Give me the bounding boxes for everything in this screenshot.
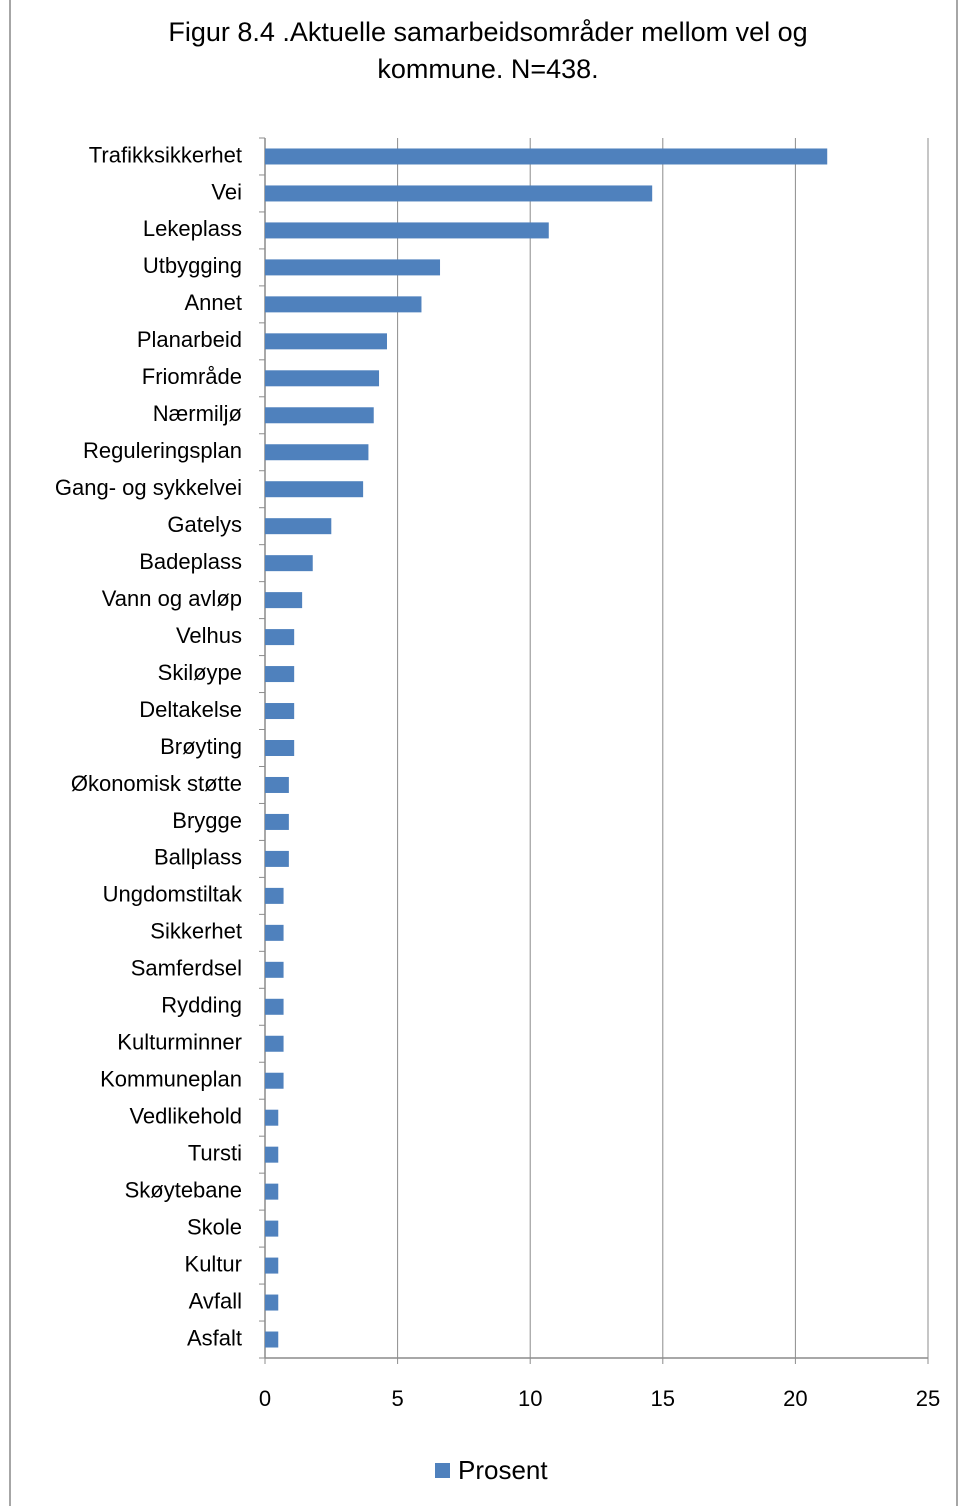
y-tick-label: Vei <box>211 179 242 204</box>
bar <box>265 629 295 646</box>
y-tick-label: Annet <box>185 290 243 315</box>
y-tick-label: Økonomisk støtte <box>71 771 242 796</box>
y-tick-label: Velhus <box>176 623 242 648</box>
bar <box>265 333 387 350</box>
bar <box>265 740 295 756</box>
y-tick-label: Ungdomstiltak <box>103 882 243 907</box>
y-tick-label: Asfalt <box>187 1325 242 1350</box>
y-tick-label: Planarbeid <box>137 327 242 352</box>
x-tick-label: 10 <box>518 1386 542 1411</box>
y-tick-label: Badeplass <box>139 549 242 574</box>
y-tick-label: Vann og avløp <box>102 586 242 611</box>
bar <box>265 444 369 461</box>
y-tick-label: Deltakelse <box>139 697 242 722</box>
bar <box>265 703 295 720</box>
bar <box>265 850 289 867</box>
y-tick-label: Gatelys <box>167 512 242 537</box>
y-tick-label: Friområde <box>142 364 242 389</box>
y-tick-label: Nærmiljø <box>153 401 242 426</box>
y-tick-label: Ballplass <box>154 845 242 870</box>
bar <box>265 370 380 387</box>
bar <box>265 776 289 793</box>
bar <box>265 148 828 165</box>
y-tick-label: Skole <box>187 1214 242 1239</box>
y-tick-label: Avfall <box>189 1288 242 1313</box>
y-tick-label: Gang- og sykkelvei <box>55 475 242 500</box>
bar <box>265 1109 279 1126</box>
bar <box>265 1220 279 1237</box>
y-tick-label: Samferdsel <box>131 956 242 981</box>
bar <box>265 1257 279 1274</box>
y-tick-label: Kulturminner <box>117 1030 242 1055</box>
y-tick-label: Skøytebane <box>125 1177 242 1202</box>
bar <box>265 222 549 239</box>
legend-swatch <box>435 1463 450 1478</box>
y-tick-label: Vedlikehold <box>129 1104 242 1129</box>
bar <box>265 887 284 904</box>
y-tick-label: Sikkerhet <box>150 919 242 944</box>
bar <box>265 1035 284 1052</box>
y-tick-label: Skiløype <box>158 660 242 685</box>
bar <box>265 666 295 683</box>
bar <box>265 998 284 1015</box>
bar <box>265 185 653 202</box>
y-tick-label: Brøyting <box>160 734 242 759</box>
y-tick-label: Lekeplass <box>143 216 242 241</box>
bar <box>265 1331 279 1348</box>
bar <box>265 924 284 941</box>
bar <box>265 259 441 276</box>
bar <box>265 481 364 498</box>
bar <box>265 1146 279 1163</box>
bar <box>265 813 289 830</box>
bar <box>265 555 313 572</box>
bar <box>265 1294 279 1311</box>
bar <box>265 518 332 535</box>
x-tick-label: 5 <box>391 1386 403 1411</box>
y-tick-label: Trafikksikkerhet <box>89 142 242 167</box>
x-tick-label: 25 <box>916 1386 940 1411</box>
y-tick-label: Kommuneplan <box>100 1067 242 1092</box>
y-tick-label: Tursti <box>188 1140 242 1165</box>
y-tick-label: Utbygging <box>143 253 242 278</box>
bar <box>265 296 422 313</box>
x-tick-label: 20 <box>783 1386 807 1411</box>
legend-label: Prosent <box>458 1455 548 1485</box>
bar <box>265 1072 284 1089</box>
chart-title: Figur 8.4 .Aktuelle samarbeidsområder me… <box>168 17 808 84</box>
bar <box>265 961 284 978</box>
x-tick-label: 0 <box>259 1386 271 1411</box>
y-tick-label: Rydding <box>161 993 242 1018</box>
y-tick-label: Reguleringsplan <box>83 438 242 463</box>
y-tick-label: Brygge <box>172 808 242 833</box>
bar <box>265 592 303 609</box>
bar <box>265 407 374 424</box>
x-tick-label: 15 <box>651 1386 675 1411</box>
y-tick-label: Kultur <box>185 1251 242 1276</box>
bar <box>265 1183 279 1200</box>
